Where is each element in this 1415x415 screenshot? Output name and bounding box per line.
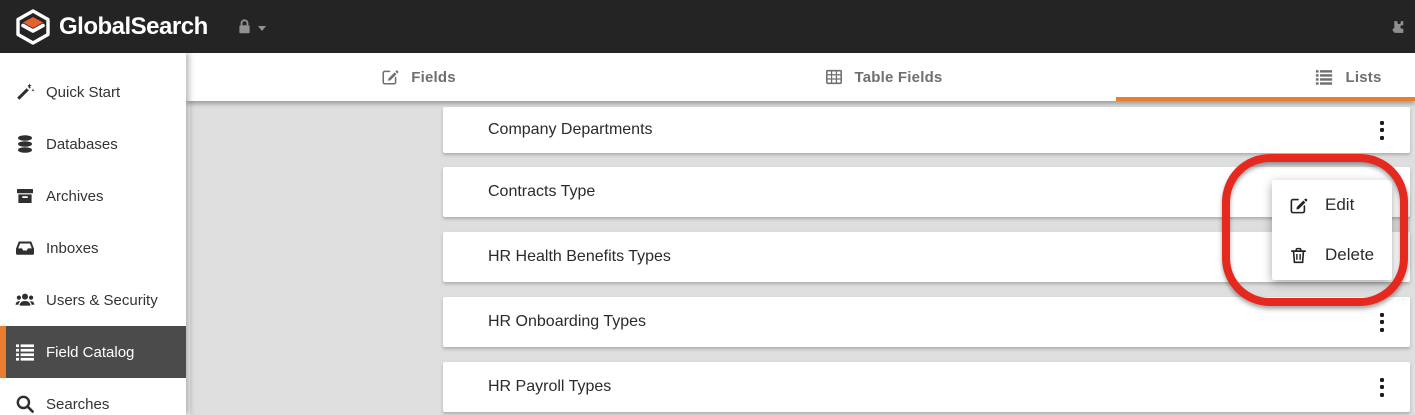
- context-menu-label: Edit: [1325, 195, 1355, 214]
- tab-label: Lists: [1345, 68, 1382, 86]
- list-row-contracts-type[interactable]: Contracts Type: [443, 167, 1410, 217]
- sidebar-item-quick-start[interactable]: Quick Start: [0, 66, 186, 118]
- kebab-icon: [1380, 377, 1384, 382]
- list-row-hr-payroll-types[interactable]: HR Payroll Types: [443, 362, 1410, 412]
- sidebar-item-users-security[interactable]: Users & Security: [0, 274, 186, 326]
- inbox-icon: [15, 238, 35, 258]
- edit-pen-square-icon: [1289, 196, 1308, 215]
- sidebar-item-searches[interactable]: Searches: [0, 378, 186, 415]
- sidebar-item-label: Databases: [46, 135, 118, 153]
- field-catalog-tabbar: Fields Table Fields Lists: [186, 53, 1415, 101]
- sidebar-item-label: Users & Security: [46, 291, 158, 309]
- list-row-hr-onboarding-types[interactable]: HR Onboarding Types: [443, 297, 1410, 347]
- active-indicator-bar: [0, 326, 6, 378]
- list-icon: [1315, 68, 1333, 86]
- kebab-menu-button[interactable]: [1362, 297, 1402, 347]
- lock-icon: [239, 19, 250, 34]
- lists-panel: Company Departments Contracts Type HR He…: [186, 101, 1415, 415]
- context-menu-label: Delete: [1325, 245, 1375, 264]
- kebab-menu-button[interactable]: [1362, 107, 1402, 153]
- list-row-label: HR Payroll Types: [488, 378, 612, 395]
- sidebar-item-label: Searches: [46, 395, 110, 413]
- lock-dropdown-button[interactable]: [236, 17, 266, 36]
- sidebar-item-label: Archives: [46, 187, 104, 205]
- tab-label: Table Fields: [854, 68, 943, 86]
- list-row-label: Contracts Type: [488, 183, 596, 200]
- trash-icon: [1289, 246, 1308, 265]
- row-context-menu: Edit Delete: [1272, 180, 1392, 280]
- puzzle-icon: [1392, 20, 1404, 33]
- sidebar-item-label: Field Catalog: [46, 343, 135, 361]
- kebab-menu-button[interactable]: [1362, 362, 1402, 412]
- globalsearch-logo-icon: [16, 8, 50, 45]
- sidebar-item-field-catalog[interactable]: Field Catalog: [0, 326, 186, 378]
- list-row-label: HR Health Benefits Types: [488, 248, 671, 265]
- archive-box-icon: [15, 186, 35, 206]
- database-icon: [15, 134, 35, 154]
- app-logo: [14, 8, 52, 45]
- table-icon: [825, 68, 843, 86]
- sidebar-item-label: Quick Start: [46, 83, 121, 101]
- sidebar-item-databases[interactable]: Databases: [0, 118, 186, 170]
- sidebar-item-inboxes[interactable]: Inboxes: [0, 222, 186, 274]
- list-row-label: Company Departments: [488, 121, 653, 138]
- tab-lists[interactable]: Lists: [1116, 53, 1415, 101]
- context-menu-item-delete[interactable]: Delete: [1272, 230, 1392, 280]
- list-icon: [15, 342, 35, 362]
- kebab-icon: [1380, 312, 1384, 317]
- sidebar-item-label: Inboxes: [46, 239, 99, 257]
- list-row-company-departments[interactable]: Company Departments: [443, 107, 1410, 153]
- tab-table-fields[interactable]: Table Fields: [651, 53, 1116, 101]
- pen-square-icon: [381, 68, 399, 86]
- app-title: GlobalSearch: [59, 12, 208, 40]
- users-icon: [15, 290, 35, 310]
- top-header-bar: GlobalSearch: [0, 0, 1415, 53]
- list-row-hr-health-benefits-types[interactable]: HR Health Benefits Types: [443, 232, 1410, 282]
- magic-wand-icon: [15, 82, 35, 102]
- list-row-label: HR Onboarding Types: [488, 313, 647, 330]
- sidebar-nav: Quick Start Databases Archives Inboxes: [0, 53, 186, 415]
- tab-label: Fields: [411, 68, 456, 86]
- kebab-icon: [1380, 120, 1384, 125]
- caret-down-icon: [257, 25, 266, 31]
- context-menu-item-edit[interactable]: Edit: [1272, 180, 1392, 230]
- tab-fields[interactable]: Fields: [186, 53, 651, 101]
- sidebar-item-archives[interactable]: Archives: [0, 170, 186, 222]
- search-icon: [15, 394, 35, 414]
- extensions-button[interactable]: [1388, 18, 1406, 36]
